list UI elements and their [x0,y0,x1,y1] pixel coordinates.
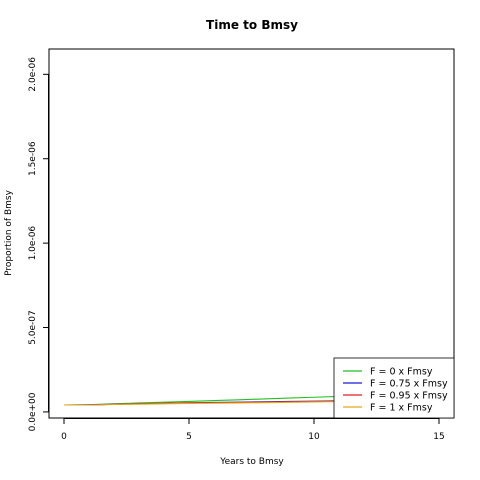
x-tick-label: 15 [433,432,444,442]
x-axis-label: Years to Bmsy [219,457,284,467]
y-tick-label: 0.0e+00 [28,392,38,431]
x-tick-label: 5 [186,432,192,442]
y-tick-label: 1.0e-06 [28,226,38,261]
y-tick-label: 2.0e-06 [28,57,38,92]
y-tick-label: 1.5e-06 [28,141,38,176]
legend-label-1: F = 0 x Fmsy [370,367,433,378]
legend-label-3: F = 0.95 x Fmsy [370,391,448,402]
y-tick-label: 5.0e-07 [28,310,38,345]
chart-title: Time to Bmsy [206,18,298,32]
legend-label-4: F = 1 x Fmsy [370,403,433,414]
x-tick-label: 10 [308,432,320,442]
legend-box [333,357,455,419]
y-axis-label: Proportion of Bmsy [4,189,14,275]
y-axis: 0.0e+00 5.0e-07 1.0e-06 1.5e-06 2.0e-06 [28,57,49,431]
legend-label-2: F = 0.75 x Fmsy [370,379,448,390]
x-axis: 0 5 10 15 [61,418,445,442]
x-tick-label: 0 [61,432,67,442]
